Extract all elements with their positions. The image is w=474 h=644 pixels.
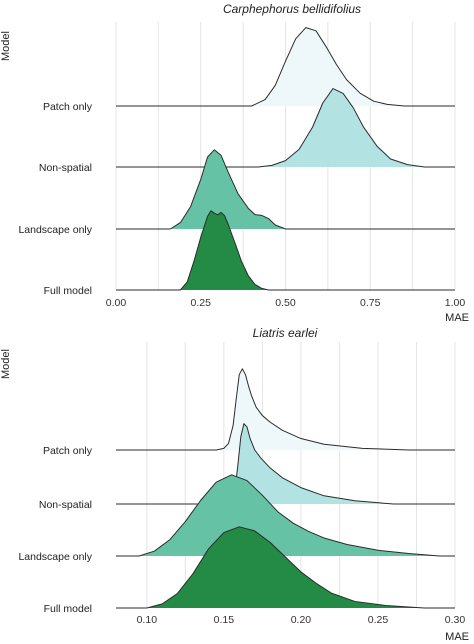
ridges (116, 368, 455, 609)
ridge-outline-patch-only (116, 368, 455, 451)
x-tick-label: 1.00 (445, 297, 466, 309)
category-label: Landscape only (18, 551, 92, 563)
category-label: Full model (44, 285, 92, 297)
x-tick-label: 0.25 (368, 614, 389, 626)
x-tick-labels: 0.10 0.15 0.20 0.25 0.30 (137, 614, 466, 626)
category-label: Landscape only (18, 224, 92, 236)
ridge-outline-patch-only (116, 27, 455, 107)
x-tick-label: 0.20 (291, 614, 312, 626)
y-axis-title: Model (0, 349, 12, 379)
category-label: Patch only (43, 101, 93, 113)
category-label: Non-spatial (39, 162, 92, 174)
category-label: Patch only (43, 445, 93, 457)
ridge-fill-landscape-only (139, 474, 440, 556)
category-label: Full model (44, 603, 92, 615)
ridge-outline-landscape-only (116, 149, 455, 230)
category-labels: Patch only Non-spatial Landscape only Full … (18, 445, 92, 615)
category-labels: Patch only Non-spatial Landscape only Full … (18, 101, 92, 297)
y-axis-title: Model (0, 31, 12, 61)
panel-liatris: Liatris earlei Model MAE Patch only Non-s… (0, 326, 469, 643)
ridge-fill-landscape-only (170, 149, 286, 229)
ridge-fill-full-model (180, 210, 269, 290)
ridge-fill-non-spatial (223, 423, 394, 504)
panel-carphephorus: Carphephorus bellidifolius Model MAE Pat… (0, 2, 469, 324)
x-tick-label: 0.75 (360, 297, 381, 309)
ridge-fill-patch-only (216, 368, 409, 450)
category-label: Non-spatial (39, 499, 92, 511)
ridge-outline-landscape-only (116, 474, 455, 557)
ridge-fill-full-model (146, 526, 425, 608)
x-tick-label: 0.10 (137, 614, 158, 626)
x-axis-title: MAE (445, 631, 469, 643)
x-tick-label: 0.30 (445, 614, 466, 626)
ridge-outline-full-model (116, 526, 455, 609)
panel-title: Carphephorus bellidifolius (223, 2, 361, 16)
ridge-outline-full-model (116, 210, 455, 291)
x-tick-label: 0.25 (191, 297, 212, 309)
x-tick-label: 0.00 (106, 297, 127, 309)
x-tick-label: 0.15 (214, 614, 235, 626)
ridge-outline-non-spatial (116, 88, 455, 168)
x-axis-title: MAE (445, 312, 469, 324)
panel-title: Liatris earlei (253, 326, 318, 340)
ridge-fill-non-spatial (258, 88, 425, 167)
ridge-fill-patch-only (251, 27, 405, 107)
grid (146, 342, 456, 608)
x-tick-labels: 0.00 0.25 0.50 0.75 1.00 (106, 297, 466, 309)
ridges (116, 27, 455, 291)
x-tick-label: 0.50 (275, 297, 296, 309)
